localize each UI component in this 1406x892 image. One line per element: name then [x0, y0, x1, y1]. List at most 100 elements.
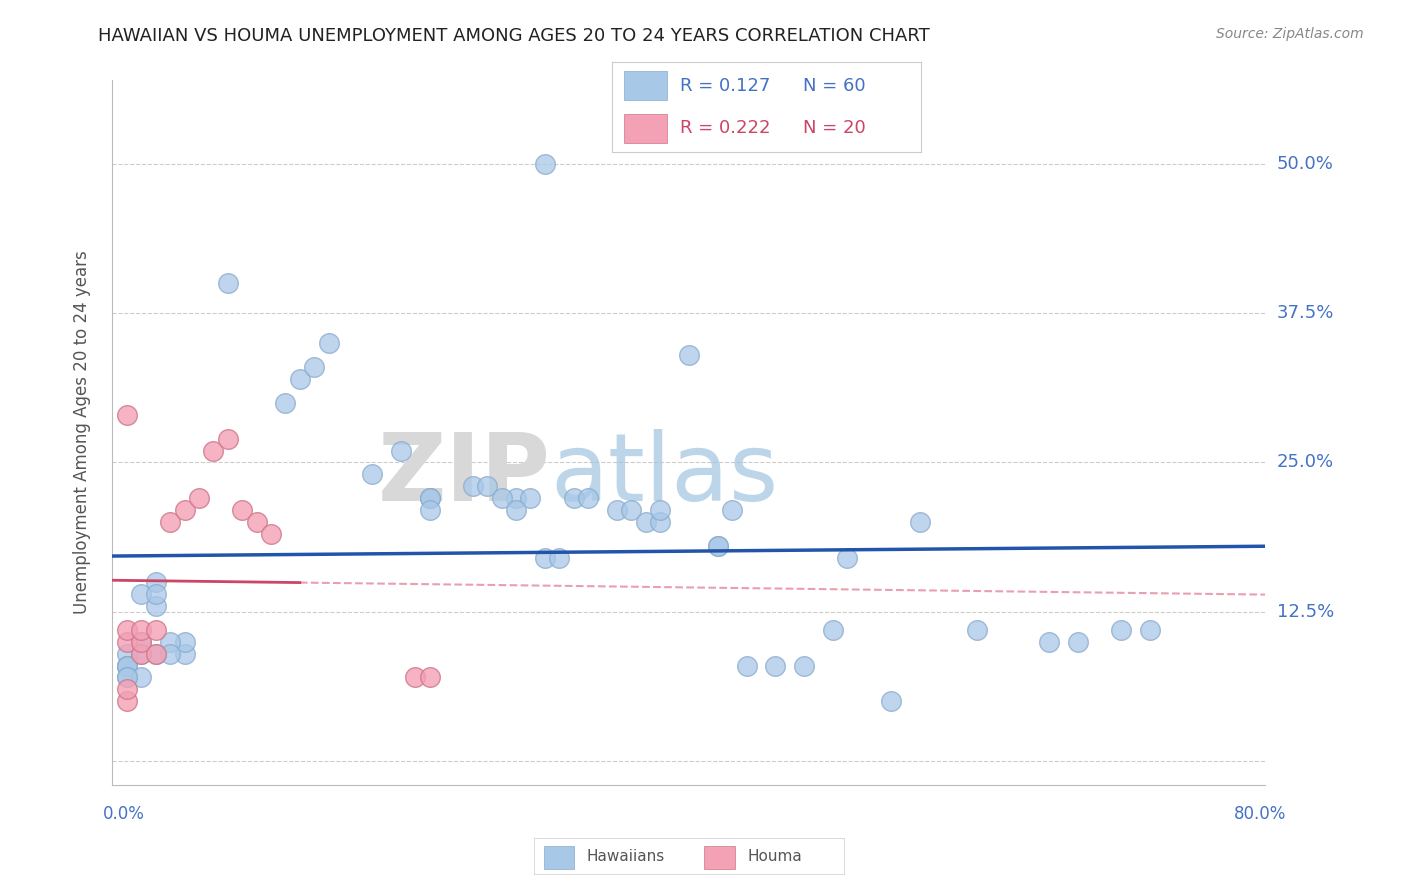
Point: [1038, 634, 1060, 648]
Y-axis label: Unemployment Among Ages 20 to 24 years: Unemployment Among Ages 20 to 24 years: [73, 251, 91, 615]
Text: R = 0.222: R = 0.222: [679, 120, 770, 137]
Text: ZIP: ZIP: [378, 429, 551, 521]
Point: [519, 491, 541, 506]
Point: [145, 587, 167, 601]
Point: [129, 634, 153, 648]
Text: 50.0%: 50.0%: [1277, 155, 1334, 173]
Point: [115, 634, 138, 648]
Point: [129, 647, 153, 661]
Point: [576, 491, 599, 506]
Point: [678, 348, 700, 362]
Point: [202, 443, 225, 458]
Text: 0.0%: 0.0%: [103, 805, 145, 822]
Point: [821, 623, 844, 637]
Text: N = 60: N = 60: [803, 77, 866, 95]
Point: [217, 277, 239, 291]
Text: N = 20: N = 20: [803, 120, 866, 137]
Point: [217, 432, 239, 446]
Point: [115, 658, 138, 673]
Point: [461, 479, 484, 493]
Point: [145, 574, 167, 589]
Point: [1067, 634, 1090, 648]
Point: [115, 670, 138, 684]
Text: 80.0%: 80.0%: [1234, 805, 1286, 822]
Point: [129, 587, 153, 601]
Point: [505, 503, 527, 517]
Point: [837, 551, 859, 566]
Point: [318, 336, 340, 351]
Text: 12.5%: 12.5%: [1277, 603, 1334, 621]
Point: [620, 503, 643, 517]
Point: [419, 670, 441, 684]
Text: Houma: Houma: [748, 849, 803, 863]
FancyBboxPatch shape: [704, 846, 735, 869]
Point: [173, 634, 195, 648]
Point: [419, 503, 441, 517]
Point: [491, 491, 513, 506]
Point: [548, 551, 571, 566]
Point: [606, 503, 628, 517]
Point: [246, 515, 269, 529]
Point: [188, 491, 211, 506]
Point: [966, 623, 988, 637]
FancyBboxPatch shape: [624, 71, 668, 100]
Point: [304, 359, 326, 374]
Point: [735, 658, 758, 673]
Point: [173, 503, 195, 517]
Point: [159, 634, 181, 648]
Point: [159, 515, 181, 529]
Text: atlas: atlas: [551, 429, 779, 521]
Point: [650, 503, 672, 517]
Point: [159, 647, 181, 661]
Point: [389, 443, 412, 458]
Point: [260, 527, 283, 541]
Point: [129, 634, 153, 648]
Text: 37.5%: 37.5%: [1277, 304, 1334, 322]
Point: [145, 647, 167, 661]
Point: [534, 551, 557, 566]
Point: [419, 491, 441, 506]
Point: [534, 157, 557, 171]
Point: [129, 623, 153, 637]
Point: [115, 623, 138, 637]
Text: HAWAIIAN VS HOUMA UNEMPLOYMENT AMONG AGES 20 TO 24 YEARS CORRELATION CHART: HAWAIIAN VS HOUMA UNEMPLOYMENT AMONG AGE…: [98, 27, 931, 45]
Point: [231, 503, 253, 517]
Text: Source: ZipAtlas.com: Source: ZipAtlas.com: [1216, 27, 1364, 41]
Point: [145, 623, 167, 637]
Point: [288, 372, 311, 386]
Point: [115, 647, 138, 661]
Point: [721, 503, 744, 517]
Point: [145, 599, 167, 613]
Point: [562, 491, 585, 506]
Point: [1111, 623, 1133, 637]
Point: [129, 670, 153, 684]
Point: [115, 408, 138, 422]
Point: [765, 658, 787, 673]
Point: [908, 515, 931, 529]
FancyBboxPatch shape: [544, 846, 575, 869]
FancyBboxPatch shape: [624, 114, 668, 143]
Point: [115, 658, 138, 673]
Point: [1139, 623, 1161, 637]
Point: [145, 647, 167, 661]
Point: [475, 479, 499, 493]
Text: R = 0.127: R = 0.127: [679, 77, 770, 95]
Point: [793, 658, 815, 673]
Point: [707, 539, 730, 553]
Point: [505, 491, 527, 506]
Text: Hawaiians: Hawaiians: [586, 849, 665, 863]
Point: [650, 515, 672, 529]
Point: [707, 539, 730, 553]
Point: [115, 694, 138, 708]
Point: [274, 396, 297, 410]
Point: [115, 670, 138, 684]
Point: [634, 515, 657, 529]
Point: [115, 682, 138, 697]
Point: [173, 647, 195, 661]
Point: [404, 670, 426, 684]
Point: [115, 658, 138, 673]
Point: [880, 694, 903, 708]
Point: [129, 647, 153, 661]
Point: [419, 491, 441, 506]
Point: [360, 467, 382, 482]
